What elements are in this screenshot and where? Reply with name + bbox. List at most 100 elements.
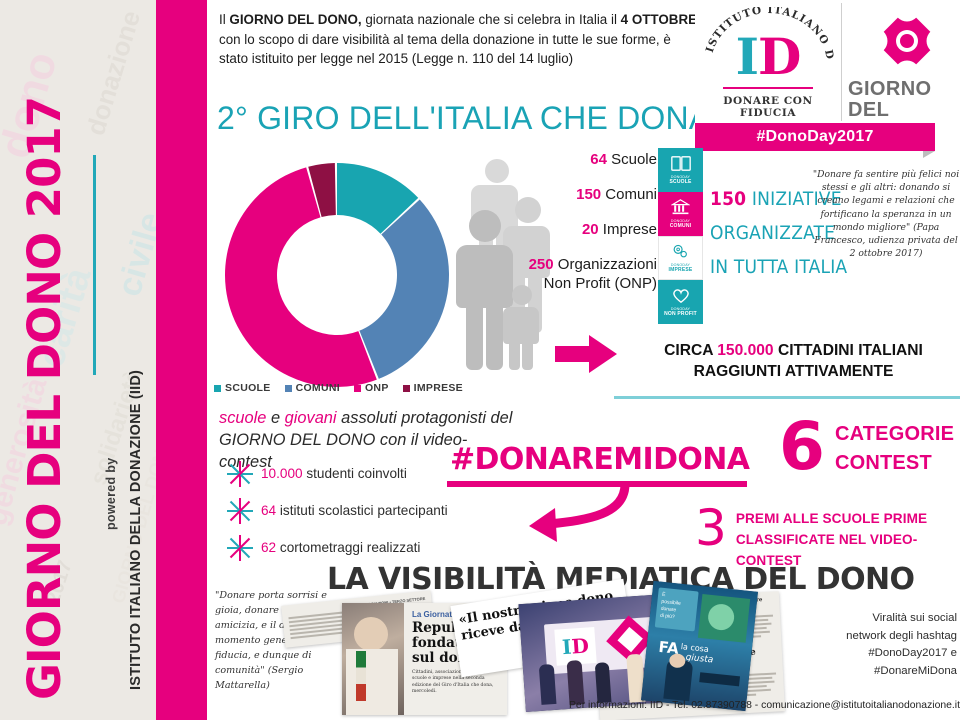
- badge-comuni[interactable]: DONODAY COMUNI: [658, 192, 703, 236]
- donaremidona-hashtag: #DONAREMIDONA: [450, 442, 750, 477]
- categorie-label: CATEGORIE: [834, 423, 955, 445]
- bullet-row: 64 istituti scolastici partecipanti: [225, 492, 515, 529]
- iid-arc-text: ISTITUTO ITALIANO DONAZIONE: [703, 7, 835, 61]
- person-silhouette-mid: [503, 197, 550, 333]
- iid-letter-i: I: [735, 27, 759, 86]
- iid-logo: ISTITUTO ITALIANO DONAZIONE ID DONARE CO…: [695, 3, 842, 121]
- legend-item-imprese: IMPRESE: [402, 382, 463, 394]
- circa-pre: CIRCA: [664, 342, 718, 359]
- legend-label: SCUOLE: [225, 382, 271, 394]
- intro-bold-giorno: GIORNO DEL DONO,: [229, 12, 362, 27]
- badge-non-profit[interactable]: DONODAY NON PROFIT: [658, 280, 703, 324]
- bullet-number: 62: [261, 540, 277, 555]
- badge-label: SCUOLE: [669, 179, 692, 185]
- categorie-number: 6: [779, 408, 825, 485]
- legend-label: COMUNI: [295, 382, 340, 394]
- stat-label-line2: Non Profit (ONP): [543, 275, 657, 292]
- participants-donut-chart: [212, 150, 462, 400]
- intro-paragraph: Il GIORNO DEL DONO, giornata nazionale c…: [219, 10, 699, 69]
- heart-icon: [671, 287, 691, 305]
- iid-letter-d: D: [758, 27, 801, 86]
- teal-horizontal-rule: [614, 396, 960, 399]
- donut-slice-imprese[interactable]: [308, 163, 336, 218]
- intro-rest-2: con lo scopo di dare visibilità al tema …: [219, 31, 671, 67]
- donut-slice-onp[interactable]: [225, 167, 377, 387]
- legend-item-scuole: SCUOLE: [214, 382, 271, 394]
- magenta-accent-stripe: [156, 0, 207, 720]
- powered-by-label: powered by: [104, 457, 118, 530]
- donut-slice-comuni[interactable]: [359, 199, 449, 379]
- bullet-text: 10.000 studenti coinvolti: [261, 466, 407, 481]
- category-badge-column: DONODAY SCUOLE DONODAY COMUNI DONODAY IMPRESE…: [658, 148, 703, 324]
- badge-label: NON PROFIT: [664, 311, 697, 317]
- gdd-line-1: GIORNO: [848, 78, 932, 100]
- donut-slice-scuole[interactable]: [337, 163, 419, 234]
- ribbon-tail: [923, 151, 935, 158]
- badge-scuole[interactable]: DONODAY SCUOLE: [658, 148, 703, 192]
- legend-swatch: [353, 384, 361, 392]
- hashtag-ribbon: #DonoDay2017: [695, 123, 935, 151]
- left-sidebar: comunità sociale fiducia dono donazione …: [0, 0, 156, 720]
- sg-mid: e: [266, 409, 285, 427]
- stat-number: 20: [581, 221, 599, 238]
- bullet-row: 10.000 studenti coinvolti: [225, 455, 515, 492]
- mattarella-quote: "Donare porta sorrisi e gioia, donare cr…: [215, 590, 328, 691]
- page-title: GIORNO DEL DONO 2017: [18, 96, 71, 700]
- clipping-body: Cittadini, associazioni, Comuni, scuole …: [412, 670, 494, 695]
- gdd-diamond-icon: [870, 7, 944, 77]
- section-headline: 2° GIRO DELL'ITALIA CHE DONA: [217, 100, 711, 136]
- star-bullet-icon: [227, 497, 253, 524]
- bullet-label: studenti coinvolti: [302, 466, 407, 481]
- scuole-giovani-text: scuole e giovani assoluti protagonisti d…: [219, 407, 519, 473]
- badge-imprese[interactable]: DONODAY IMPRESE: [658, 236, 703, 280]
- bullet-number: 64: [261, 503, 277, 518]
- stat-number: 64: [590, 151, 607, 168]
- bullet-text: 62 cortometraggi realizzati: [261, 540, 420, 555]
- stat-number: 250: [528, 256, 554, 273]
- badge-sublabel: DONODAY: [670, 263, 691, 267]
- stat-label: Scuole: [606, 151, 657, 168]
- iid-rule: [723, 87, 813, 89]
- stat-row: 20 Imprese: [507, 220, 657, 239]
- badge-label: COMUNI: [669, 223, 692, 229]
- stat-label: Comuni: [601, 186, 657, 203]
- person-silhouette-child: [503, 285, 539, 370]
- star-bullet-icon: [227, 534, 253, 561]
- gdd-logo: GIORNO DEL DONO: [842, 3, 953, 142]
- stat-row: 150 Comuni: [507, 185, 657, 204]
- legend-item-comuni: COMUNI: [284, 382, 340, 394]
- stat-label: Imprese: [598, 221, 657, 238]
- main-content: Il GIORNO DEL DONO, giornata nazionale c…: [207, 0, 960, 720]
- sg-pink-scuole: scuole: [219, 409, 267, 427]
- bullet-label: cortometraggi realizzati: [276, 540, 421, 555]
- sg-rest: assoluti protagonisti del: [336, 409, 513, 427]
- clipping-kicker: La Giornata: [412, 610, 457, 619]
- premi-number: 3: [695, 499, 727, 557]
- badge-sublabel: DONODAY: [670, 175, 691, 179]
- book-icon: [670, 155, 691, 173]
- bullet-text: 64 istituti scolastici partecipanti: [261, 503, 448, 518]
- legend-swatch: [214, 384, 222, 392]
- badge-sublabel: DONODAY: [670, 307, 691, 311]
- badge-sublabel: DONODAY: [670, 219, 691, 223]
- people-silhouettes: [452, 155, 582, 370]
- premi-block: 3 PREMI ALLE SCUOLE PRIME CLASSIFICATE N…: [695, 499, 960, 571]
- stat-row: 250 Organizzazioni Non Profit (ONP): [507, 255, 657, 293]
- organization-label: ISTITUTO ITALIANO DELLA DONAZIONE (IID): [128, 369, 144, 690]
- contact-info: Per informazioni: IID - Tel. 02.87390788…: [569, 700, 960, 711]
- bullet-row: 62 cortometraggi realizzati: [225, 529, 515, 566]
- contest-label: CONTEST: [834, 452, 932, 474]
- categorie-contest-block: 6 CATEGORIE CONTEST: [779, 408, 955, 485]
- legend-item-onp: ONP: [353, 382, 389, 394]
- stat-label: Organizzazioni: [553, 256, 657, 273]
- papa-francesco-quote: "Donare fa sentire più felici noi stessi…: [812, 169, 960, 260]
- viralita-text: Viralità sui social network degli hashta…: [846, 612, 957, 677]
- premi-label-1: PREMI ALLE SCUOLE PRIME: [735, 511, 928, 526]
- reach-callout: CIRCA 150.000 CITTADINI ITALIANI RAGGIUN…: [627, 340, 960, 382]
- iniziative-number: 150: [710, 188, 747, 210]
- legend-swatch: [284, 384, 292, 392]
- legend-label: ONP: [364, 382, 389, 394]
- iid-tagline: DONARE CON FIDUCIA: [723, 95, 813, 119]
- donut-chart-legend: SCUOLE COMUNI ONP IMPRESE: [214, 382, 463, 394]
